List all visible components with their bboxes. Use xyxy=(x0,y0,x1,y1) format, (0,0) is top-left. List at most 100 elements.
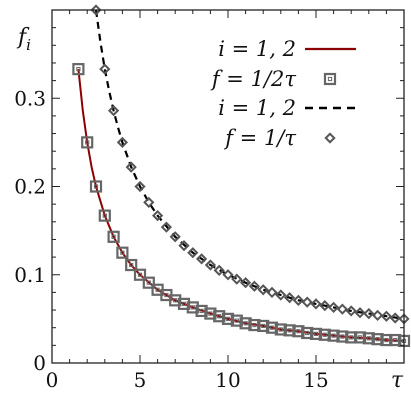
legend-entry-4: f = 1/τ xyxy=(223,126,336,150)
dashed-curve-line xyxy=(94,9,405,320)
square-marker xyxy=(353,331,367,344)
diamond-marker xyxy=(99,63,111,75)
square-marker-inner xyxy=(340,334,345,339)
square-marker-inner xyxy=(164,292,169,298)
square-marker-inner xyxy=(269,325,275,330)
solid-curve-line xyxy=(77,68,405,342)
diamond-marker xyxy=(275,289,287,301)
x-tick-label: 10 xyxy=(215,368,240,392)
square-marker xyxy=(327,329,340,342)
diamond-marker xyxy=(204,259,217,271)
square-marker xyxy=(309,327,323,340)
series-3 xyxy=(94,9,405,320)
square-marker xyxy=(186,301,199,314)
square-marker-inner xyxy=(225,316,231,321)
y-tick-label: 0 xyxy=(33,351,46,375)
diamond-marker xyxy=(187,247,199,259)
square-marker xyxy=(345,331,358,344)
y-tick-label: 0.3 xyxy=(14,86,46,110)
square-marker-inner xyxy=(102,213,107,218)
square-marker-inner xyxy=(155,287,160,292)
diamond-marker xyxy=(134,180,146,193)
square-marker-inner xyxy=(93,184,99,189)
square-marker xyxy=(107,230,120,243)
legend-label: i = 1, 2 xyxy=(218,96,296,120)
diamond-marker xyxy=(116,136,129,148)
y-axis-label-subscript: i xyxy=(26,36,31,54)
diamond-marker xyxy=(371,309,384,321)
square-marker-inner xyxy=(313,331,319,336)
square-marker xyxy=(177,297,191,310)
diamond-marker xyxy=(125,161,137,173)
diamond-marker xyxy=(354,307,366,319)
square-marker xyxy=(265,321,279,334)
square-marker-inner xyxy=(393,337,398,343)
diamond-marker xyxy=(283,292,296,304)
square-marker-inner xyxy=(190,305,195,310)
square-marker xyxy=(362,332,375,345)
diamond-marker xyxy=(301,296,313,308)
diamond-marker xyxy=(90,4,102,16)
square-marker-inner xyxy=(146,280,151,285)
square-marker xyxy=(89,180,103,193)
axes-layer: 0 5 10 15 0 0.1 0.2 0.3 τ fi xyxy=(14,9,405,393)
square-marker xyxy=(301,326,314,340)
square-marker-inner xyxy=(366,336,371,341)
square-marker-inner xyxy=(357,335,363,340)
square-marker-inner xyxy=(85,140,90,145)
square-marker-inner xyxy=(208,311,213,316)
plot-layer xyxy=(72,4,411,348)
diamond-marker xyxy=(319,300,331,312)
diamond-marker xyxy=(239,277,252,289)
diamond-marker xyxy=(222,269,234,281)
square-marker xyxy=(195,304,208,318)
square-marker-inner xyxy=(181,301,187,306)
square-marker xyxy=(125,258,138,272)
square-marker-inner xyxy=(234,318,239,323)
diamond-marker xyxy=(310,298,322,310)
square-marker xyxy=(389,333,402,347)
diamond-marker xyxy=(257,284,269,296)
square-marker-inner xyxy=(252,322,257,328)
diamond-marker xyxy=(266,286,278,299)
series-1 xyxy=(77,68,405,342)
series-4 xyxy=(90,4,410,325)
diamond-marker xyxy=(143,196,155,208)
square-marker xyxy=(239,317,252,330)
square-marker xyxy=(257,319,270,333)
square-marker xyxy=(169,294,182,307)
square-marker-inner xyxy=(296,329,301,334)
square-marker-inner xyxy=(120,250,125,255)
diamond-marker xyxy=(327,301,340,314)
square-marker-inner xyxy=(243,321,248,326)
y-tick-label: 0.2 xyxy=(14,175,46,199)
square-marker xyxy=(292,325,305,338)
square-marker xyxy=(204,307,217,320)
square-marker xyxy=(248,318,261,332)
legend: i = 1, 2 f = 1/2τ i = 1, 2 f = 1/τ xyxy=(210,37,356,150)
square-marker-inner xyxy=(173,298,178,303)
square-marker xyxy=(230,314,243,327)
square-marker-inner xyxy=(129,262,134,268)
square-marker-inner xyxy=(261,323,266,329)
diamond-marker xyxy=(195,253,208,265)
y-axis-label: fi xyxy=(16,25,31,54)
legend-diamond-marker xyxy=(324,132,336,144)
series-2 xyxy=(72,63,411,348)
diamond-marker xyxy=(336,303,349,315)
square-marker xyxy=(116,246,129,259)
square-marker xyxy=(133,268,147,281)
legend-square-marker-inner xyxy=(327,76,333,82)
legend-entry-1: i = 1, 2 xyxy=(218,37,356,61)
square-marker-inner xyxy=(217,314,222,319)
diamond-marker xyxy=(363,307,375,320)
square-marker-inner xyxy=(287,328,292,333)
diamond-marker xyxy=(380,310,393,322)
diamond-marker xyxy=(160,221,173,233)
square-marker xyxy=(98,209,111,222)
diamond-marker xyxy=(248,280,261,292)
square-marker-inner xyxy=(349,335,354,340)
square-marker xyxy=(72,63,85,76)
legend-label: f = 1/τ xyxy=(223,126,296,150)
